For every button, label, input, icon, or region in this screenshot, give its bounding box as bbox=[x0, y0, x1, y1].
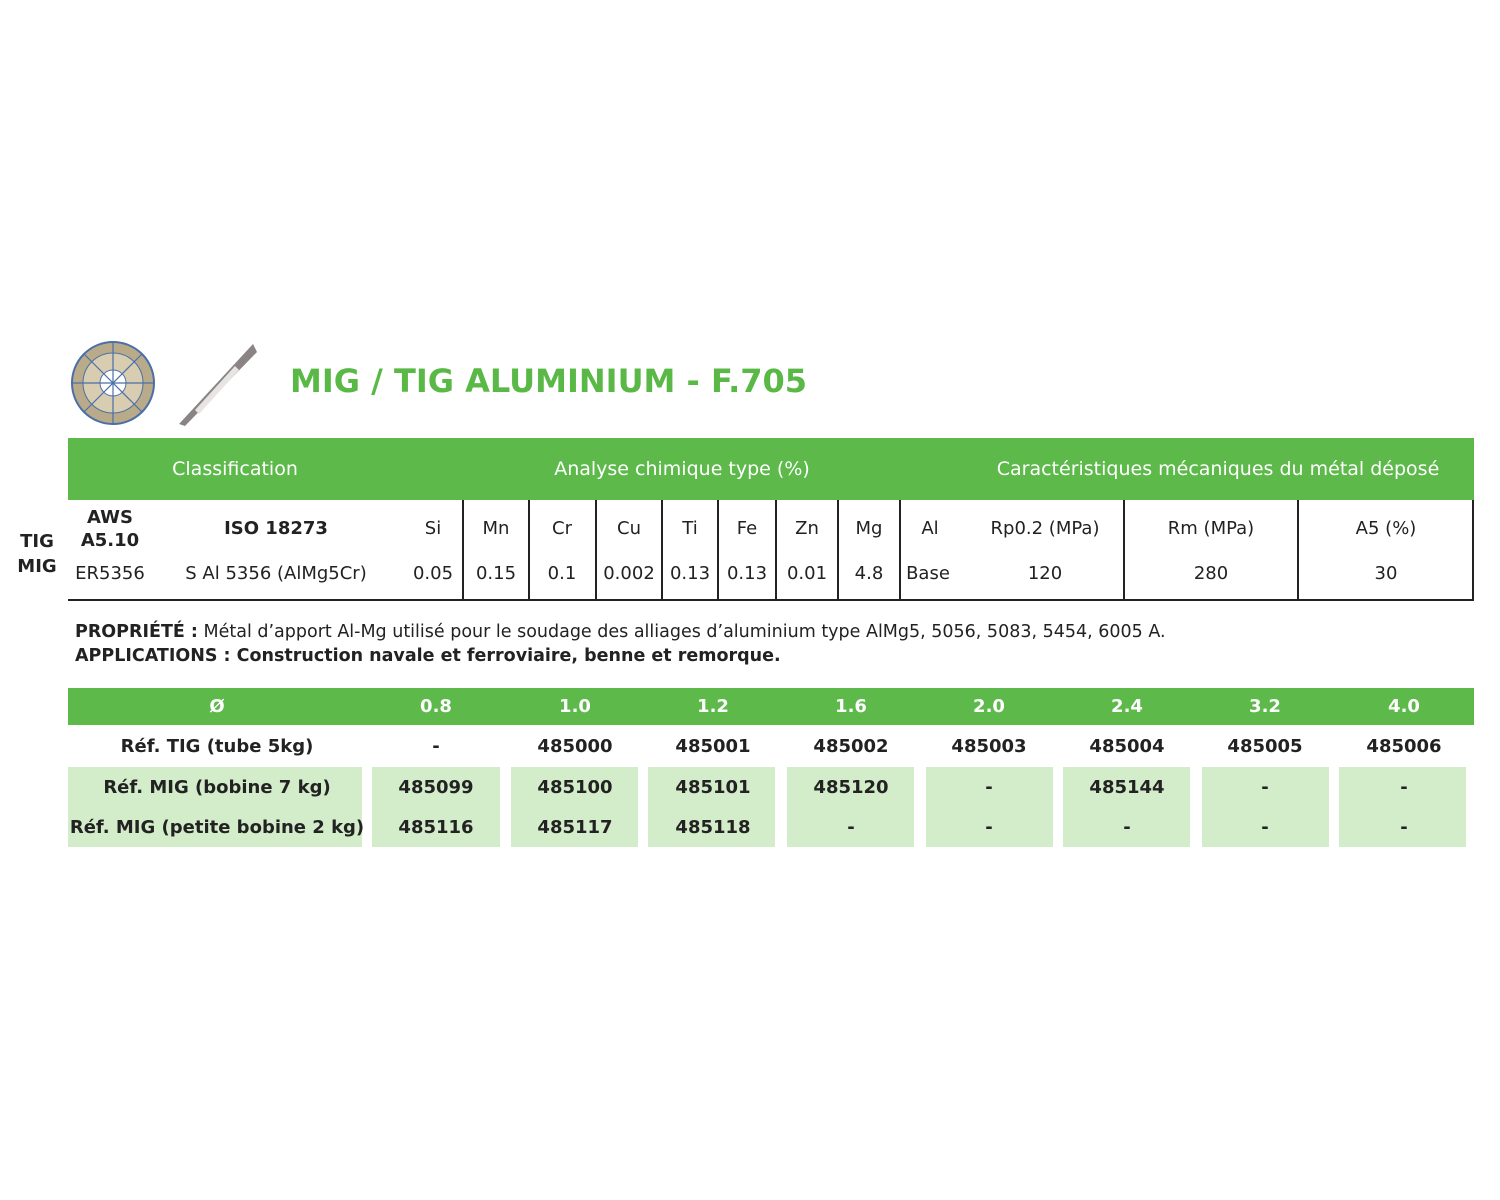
col-header: Fe bbox=[736, 518, 758, 539]
ref-cell: - bbox=[1123, 817, 1131, 838]
ref-cell: 485001 bbox=[675, 736, 751, 757]
col-header: Cr bbox=[552, 518, 572, 539]
table-bottom-rule bbox=[68, 599, 1474, 601]
ref-cell: - bbox=[1261, 777, 1269, 798]
ref-cell: 485005 bbox=[1227, 736, 1303, 757]
spec-value: ER5356 bbox=[75, 563, 145, 584]
property-note: PROPRIÉTÉ : Métal d’apport Al-Mg utilisé… bbox=[75, 622, 1166, 642]
spec-value: 0.05 bbox=[412, 563, 454, 584]
col-header: Cu bbox=[617, 518, 641, 539]
applications-label: APPLICATIONS : bbox=[75, 646, 231, 666]
col-header: Ti bbox=[682, 518, 698, 539]
applications-text: Construction navale et ferroviaire, benn… bbox=[230, 646, 781, 666]
ref-cell: - bbox=[847, 817, 855, 838]
ref-cell: 485117 bbox=[537, 817, 613, 838]
spec-value: 4.8 bbox=[854, 563, 884, 584]
col-iso: ISO 18273 bbox=[224, 518, 328, 539]
header-classification: Classification bbox=[172, 458, 298, 480]
col-header: Rp0.2 (MPa) bbox=[990, 518, 1100, 539]
ref-cell: - bbox=[1400, 817, 1408, 838]
ref-cell: 485002 bbox=[813, 736, 889, 757]
header-mechanical: Caractéristiques mécaniques du métal dép… bbox=[996, 458, 1440, 480]
ref-cell-bg bbox=[68, 767, 362, 847]
ref-cell-bg bbox=[511, 767, 638, 847]
ref-cell-bg bbox=[1063, 767, 1190, 847]
spec-value: 30 bbox=[1374, 563, 1398, 584]
spec-value: 0.01 bbox=[786, 563, 828, 584]
col-aws-std: A5.10 bbox=[80, 530, 140, 551]
ref-header-cell: 0.8 bbox=[420, 696, 452, 717]
ref-cell: 485000 bbox=[537, 736, 613, 757]
spec-value: S Al 5356 (AlMg5Cr) bbox=[185, 563, 367, 584]
spec-value: 0.1 bbox=[547, 563, 577, 584]
ref-cell: - bbox=[985, 817, 993, 838]
ref-cell: - bbox=[432, 736, 440, 757]
spec-value: 0.002 bbox=[603, 563, 655, 584]
ref-row-label: Réf. TIG (tube 5kg) bbox=[120, 736, 314, 757]
property-text: Métal d’apport Al-Mg utilisé pour le sou… bbox=[197, 622, 1166, 642]
ref-cell: - bbox=[1400, 777, 1408, 798]
property-label: PROPRIÉTÉ : bbox=[75, 622, 198, 642]
col-header: Mg bbox=[855, 518, 883, 539]
applications-note: APPLICATIONS : Construction navale et fe… bbox=[75, 646, 781, 666]
filler-rod-icon bbox=[175, 340, 261, 432]
ref-cell-bg bbox=[1339, 767, 1466, 847]
spec-value: 0.13 bbox=[726, 563, 768, 584]
ref-header-cell: 4.0 bbox=[1388, 696, 1420, 717]
ref-cell: 485118 bbox=[675, 817, 751, 838]
ref-header-cell: Ø bbox=[209, 696, 225, 717]
ref-header-cell: 1.6 bbox=[835, 696, 867, 717]
ref-cell-bg bbox=[648, 767, 775, 847]
wire-spool-icon bbox=[70, 340, 156, 430]
spec-value: Base bbox=[906, 563, 950, 584]
col-header: Mn bbox=[482, 518, 510, 539]
col-aws: AWS bbox=[87, 507, 133, 528]
col-header: Rm (MPa) bbox=[1167, 518, 1255, 539]
page-title: MIG / TIG ALUMINIUM - F.705 bbox=[290, 362, 808, 400]
ref-header-cell: 1.2 bbox=[697, 696, 729, 717]
col-header: Al bbox=[921, 518, 939, 539]
ref-row-label: Réf. MIG (petite bobine 2 kg) bbox=[69, 817, 365, 838]
spec-value: 280 bbox=[1193, 563, 1229, 584]
ref-cell: - bbox=[985, 777, 993, 798]
spec-table-header bbox=[68, 438, 1474, 500]
ref-header-cell: 1.0 bbox=[559, 696, 591, 717]
ref-cell: 485100 bbox=[537, 777, 613, 798]
spec-value: 120 bbox=[1027, 563, 1063, 584]
ref-cell-bg bbox=[372, 767, 500, 847]
col-header: A5 (%) bbox=[1355, 518, 1417, 539]
process-tig: TIG bbox=[20, 531, 54, 552]
ref-header-cell: 2.4 bbox=[1111, 696, 1143, 717]
ref-cell: 485006 bbox=[1366, 736, 1442, 757]
ref-cell: 485003 bbox=[951, 736, 1027, 757]
ref-cell-bg bbox=[926, 767, 1053, 847]
process-mig: MIG bbox=[17, 556, 57, 577]
ref-cell: 485116 bbox=[398, 817, 474, 838]
ref-cell: 485144 bbox=[1089, 777, 1165, 798]
ref-cell: 485101 bbox=[675, 777, 751, 798]
ref-cell-bg bbox=[1202, 767, 1329, 847]
ref-row-label: Réf. MIG (bobine 7 kg) bbox=[103, 777, 331, 798]
spec-value: 0.13 bbox=[669, 563, 711, 584]
ref-cell: 485004 bbox=[1089, 736, 1165, 757]
col-header: Si bbox=[424, 518, 442, 539]
ref-cell: 485120 bbox=[813, 777, 889, 798]
spec-value: 0.15 bbox=[475, 563, 517, 584]
header-chemical: Analyse chimique type (%) bbox=[554, 458, 810, 480]
ref-header-cell: 3.2 bbox=[1249, 696, 1281, 717]
ref-cell: - bbox=[1261, 817, 1269, 838]
ref-cell: 485099 bbox=[398, 777, 474, 798]
ref-table-header bbox=[68, 688, 1474, 725]
col-header: Zn bbox=[795, 518, 819, 539]
ref-cell-bg bbox=[787, 767, 914, 847]
ref-header-cell: 2.0 bbox=[973, 696, 1005, 717]
